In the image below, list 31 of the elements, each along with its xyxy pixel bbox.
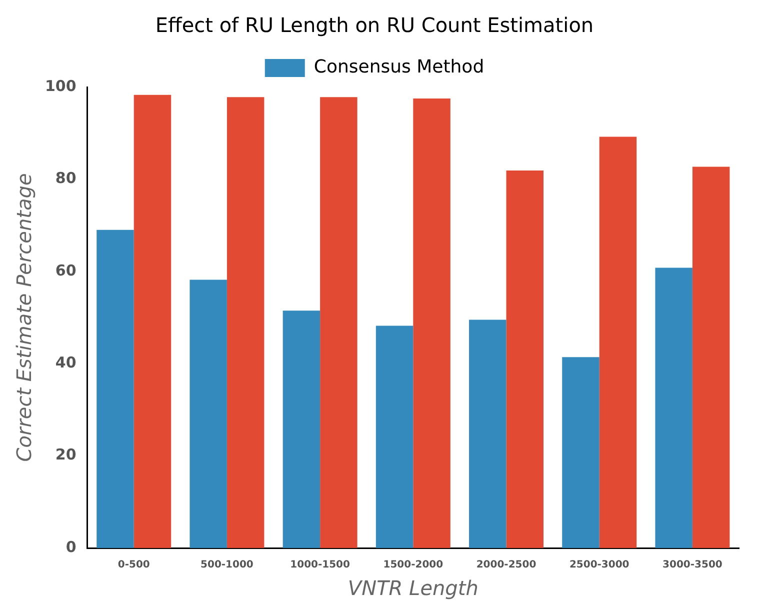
y-tick-label: 60	[55, 261, 76, 280]
bar	[562, 357, 600, 548]
x-tick-label: 1000-1500	[290, 560, 350, 571]
bar	[692, 166, 730, 548]
bar	[134, 94, 172, 548]
bar	[413, 98, 450, 548]
bar	[469, 320, 506, 548]
y-tick-label: 80	[55, 169, 76, 188]
x-tick-label: 0-500	[118, 560, 150, 571]
x-tick-label: 2000-2500	[476, 560, 536, 571]
x-axis-title: VNTR Length	[348, 576, 478, 600]
x-tick-label: 3000-3500	[662, 560, 722, 571]
y-tick-label: 20	[55, 446, 76, 464]
bar	[320, 97, 358, 548]
x-tick-label: 2500-3000	[569, 560, 630, 571]
bar	[655, 268, 692, 548]
legend-label: Consensus Method	[314, 56, 484, 78]
x-tick-label: 500-1000	[200, 560, 254, 571]
bar	[96, 230, 134, 548]
y-tick-label: 100	[45, 76, 76, 95]
bar	[376, 326, 414, 548]
bar	[506, 170, 544, 548]
bar	[599, 136, 637, 548]
bar	[226, 97, 264, 548]
y-tick-label: 0	[66, 538, 76, 556]
chart-title: Effect of RU Length on RU Count Estimation	[155, 13, 594, 38]
x-tick-label: 1500-2000	[383, 560, 444, 571]
y-tick-label: 40	[55, 353, 76, 372]
y-axis-title: Correct Estimate Percentage	[12, 173, 36, 462]
bar	[190, 280, 227, 548]
bar	[282, 310, 320, 548]
